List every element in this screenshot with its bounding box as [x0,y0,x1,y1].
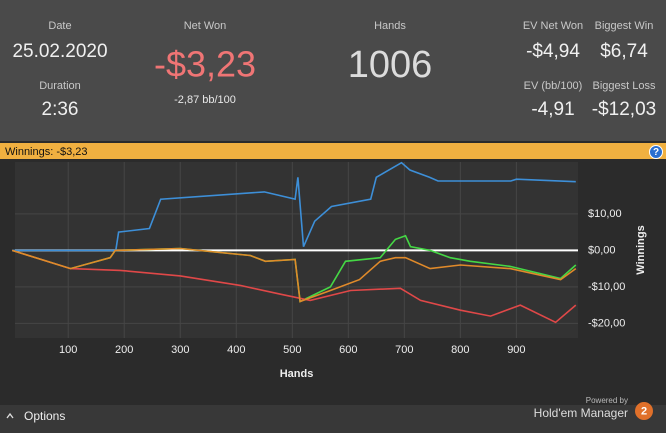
y-tick-label: -$20,00 [588,317,625,329]
x-tick-label: 100 [59,344,77,356]
x-tick-label: 500 [283,344,301,356]
y-tick-label: $0,00 [588,244,616,256]
hands-value: 1006 [348,44,433,86]
winnings-bar [0,143,666,159]
stat-label: Biggest Loss [593,80,656,92]
series-line [11,247,577,303]
stat-label: Hands [374,20,406,32]
help-icon[interactable] [649,145,663,159]
options-chevron[interactable] [6,412,14,419]
stat-value: 2:36 [42,99,79,120]
options-button[interactable]: Options [24,409,65,423]
brand: Hold'em Manager [534,406,628,420]
x-tick-label: 300 [171,344,189,356]
stat-label: EV Net Won [523,20,583,32]
stat-label: Date [48,20,71,32]
series-line [11,249,577,324]
x-tick-label: 200 [115,344,133,356]
net-won-value: -$3,23 [154,44,256,85]
x-tick-label: 800 [451,344,469,356]
x-tick-label: 900 [507,344,525,356]
badge-text: 2 [641,405,647,417]
x-tick-label: 700 [395,344,413,356]
help-text[interactable]: ? [653,147,659,158]
x-tick-label: 600 [339,344,357,356]
stat-label: Duration [39,80,81,92]
x-axis-label: Hands [280,368,314,380]
x-tick-label: 400 [227,344,245,356]
stat-label: EV (bb/100) [524,80,583,92]
powered-by: Powered by [586,396,628,405]
brand-badge [635,402,653,420]
stats-panel [0,0,666,141]
stat-label: Biggest Win [595,20,654,32]
winnings-text: Winnings: -$3,23 [5,146,88,158]
stat-value: $6,74 [600,41,648,62]
stat-label: Net Won [184,20,227,32]
y-tick-label: $10,00 [588,208,622,220]
stat-value: -$12,03 [592,99,656,120]
footer [0,405,666,433]
series-line [12,161,576,252]
stat-value: -4,91 [531,99,574,120]
stat-value: 25.02.2020 [12,41,107,62]
y-axis-label: Winnings [635,225,647,274]
y-tick-label: -$10,00 [588,281,625,293]
stat-value: -$4,94 [526,41,580,62]
stat-sub: -2,87 bb/100 [174,94,236,106]
